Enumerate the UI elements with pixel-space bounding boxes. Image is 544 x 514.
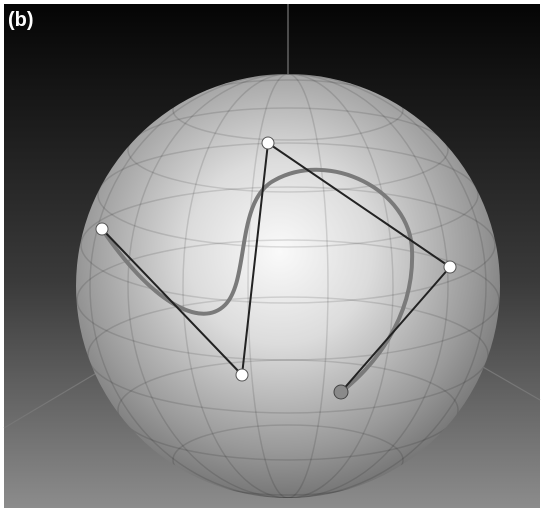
facets bbox=[76, 74, 500, 498]
spline-curve bbox=[100, 167, 415, 394]
control-points bbox=[95, 136, 457, 382]
panel-label: (b) bbox=[8, 9, 34, 31]
sphere bbox=[76, 74, 500, 498]
end-point bbox=[333, 384, 349, 400]
